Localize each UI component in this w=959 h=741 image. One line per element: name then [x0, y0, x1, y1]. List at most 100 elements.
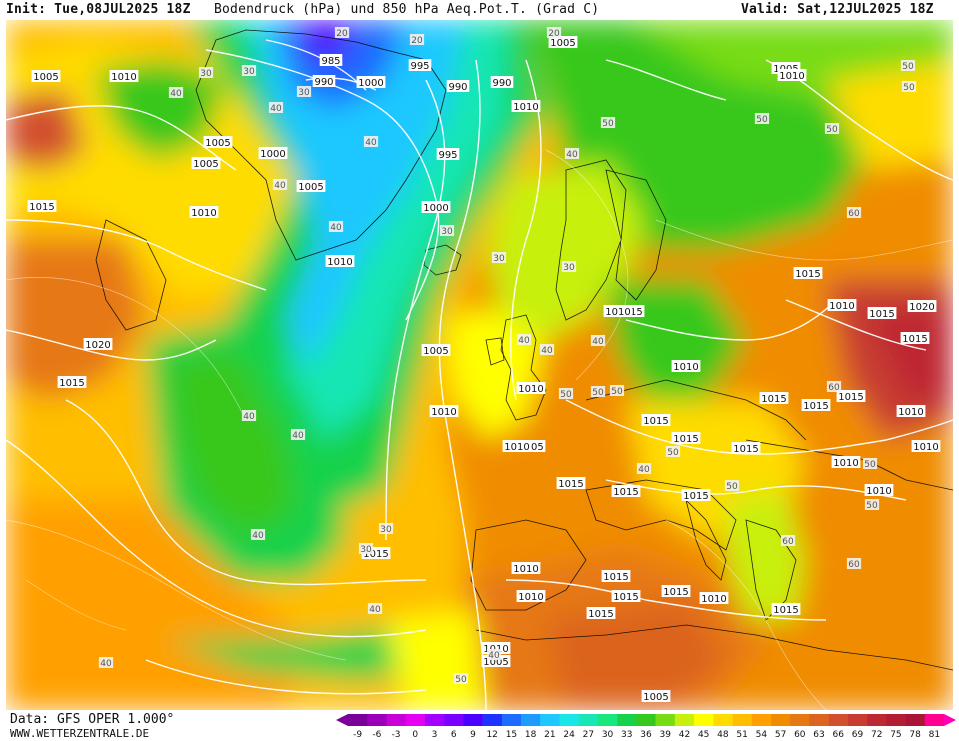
svg-text:40: 40 [488, 651, 500, 661]
header-bar: Init: Tue,08JUL2025 18Z Bodendruck (hPa)… [0, 0, 959, 20]
theta-contour-label: 30 [296, 86, 312, 98]
isobar-label: 1015 [57, 376, 87, 389]
weather-map: 985 990 1000 995 990 990 995 1000 1005 1005 1010 10… [6, 20, 953, 710]
isobar-label: 1015 [900, 332, 930, 345]
svg-text:1010: 1010 [833, 458, 858, 469]
legend-tick-label: 21 [544, 730, 555, 739]
isobar-label: 1015 [867, 307, 897, 320]
theta-contour-label: 20 [334, 27, 350, 39]
svg-text:40: 40 [252, 531, 264, 541]
svg-text:30: 30 [563, 263, 575, 273]
legend-swatch [444, 714, 464, 726]
svg-text:50: 50 [902, 62, 914, 72]
isobar-label: 1005 [421, 344, 451, 357]
svg-text:1005: 1005 [33, 72, 58, 83]
svg-text:40: 40 [566, 150, 578, 160]
isobar-label: 1010 [827, 299, 857, 312]
legend-tick-label: 54 [756, 730, 768, 739]
map-canvas: 985 990 1000 995 990 990 995 1000 1005 1005 1010 10… [6, 20, 953, 710]
theta-contour-label: 50 [862, 458, 878, 470]
isobar-label: 995 [436, 148, 460, 161]
theta-contour-label: 40 [367, 603, 383, 615]
theta-contour-label: 60 [780, 535, 796, 547]
pressure-labels: 985 990 1000 995 990 990 995 1000 1005 1005 1010 10… [27, 36, 941, 703]
legend-swatch [713, 714, 733, 726]
svg-text:50: 50 [592, 388, 604, 398]
legend-swatch [694, 714, 714, 726]
legend-swatch [886, 714, 906, 726]
svg-text:1015: 1015 [773, 605, 798, 616]
svg-text:60: 60 [848, 209, 860, 219]
isobar-label: 1015 [641, 414, 671, 427]
theta-contour-label: 50 [724, 480, 740, 492]
svg-text:1010: 1010 [779, 71, 804, 82]
theta-contour-label: 40 [241, 410, 257, 422]
svg-text:1010: 1010 [518, 384, 543, 395]
legend-arrow-left [336, 714, 348, 726]
isobar-label: 1020 [907, 300, 937, 313]
theta-contour-label: 50 [754, 113, 770, 125]
isobar-label: 1010 [699, 592, 729, 605]
isobar-label: 1015 [793, 267, 823, 280]
isobar-label: 1010 [511, 562, 541, 575]
svg-text:50: 50 [726, 482, 738, 492]
legend-swatch [674, 714, 695, 726]
svg-text:1015: 1015 [363, 549, 388, 560]
isobar-label: 990 [446, 80, 470, 93]
legend-tick-label: 42 [679, 730, 690, 739]
theta-contour-label: 50 [600, 117, 616, 129]
theta-contours [6, 149, 953, 710]
isobar-label: 1005 [203, 136, 233, 149]
legend-tick-label: 30 [602, 730, 614, 739]
svg-text:1015: 1015 [603, 572, 628, 583]
legend-tick-label: 0 [412, 730, 418, 739]
legend-tick-label: 36 [640, 730, 652, 739]
legend-tick-label: 60 [794, 730, 806, 739]
legend-tick-label: 57 [775, 730, 786, 739]
legend-tick-label: 3 [432, 730, 438, 739]
legend-swatch [732, 714, 753, 726]
svg-text:1010: 1010 [898, 407, 923, 418]
legend-swatch [636, 714, 656, 726]
svg-text:40: 40 [100, 659, 112, 669]
svg-text:30: 30 [360, 545, 372, 555]
svg-text:60: 60 [848, 560, 860, 570]
svg-text:1015: 1015 [761, 394, 786, 405]
svg-text:50: 50 [903, 83, 915, 93]
isobar-label: 1010 [516, 590, 546, 603]
theta-contour-label: 30 [358, 543, 374, 555]
legend-swatch [828, 714, 849, 726]
svg-text:1015: 1015 [869, 309, 894, 320]
svg-text:990: 990 [492, 78, 511, 89]
theta-contour-label: 50 [590, 386, 606, 398]
isobar-label: 1015 [27, 200, 57, 213]
legend-tick-label: -6 [372, 730, 381, 739]
theta-contour-label: 60 [846, 558, 862, 570]
isobar-label: 1010 [516, 382, 546, 395]
svg-text:50: 50 [602, 119, 614, 129]
isobar-label: 1010 [511, 100, 541, 113]
svg-text:1015: 1015 [838, 392, 863, 403]
legend-swatch [501, 714, 522, 726]
svg-text:40: 40 [243, 412, 255, 422]
theta-contour-label: 40 [486, 649, 502, 661]
isobar-label: 1015 [601, 570, 631, 583]
isobar-label: 1005 [191, 157, 221, 170]
legend-swatch [867, 714, 887, 726]
legend-swatch [905, 714, 926, 726]
valid-time: Valid: Sat,12JUL2025 18Z [741, 2, 934, 17]
theta-contour-label: 40 [516, 334, 532, 346]
isobar-label: 1015 [771, 603, 801, 616]
isobar-label: 1015 [611, 590, 641, 603]
legend-tick-label: 45 [698, 730, 709, 739]
svg-text:1000: 1000 [358, 78, 383, 89]
svg-text:1015: 1015 [29, 202, 54, 213]
legend-swatch [790, 714, 810, 726]
theta-contour-label: 40 [539, 344, 555, 356]
svg-text:30: 30 [298, 88, 310, 98]
svg-text:985: 985 [321, 56, 340, 67]
theta-contour-label: 40 [564, 148, 580, 160]
legend-swatch [770, 714, 791, 726]
svg-text:40: 40 [274, 181, 286, 191]
isobar-label: 1010 [671, 360, 701, 373]
